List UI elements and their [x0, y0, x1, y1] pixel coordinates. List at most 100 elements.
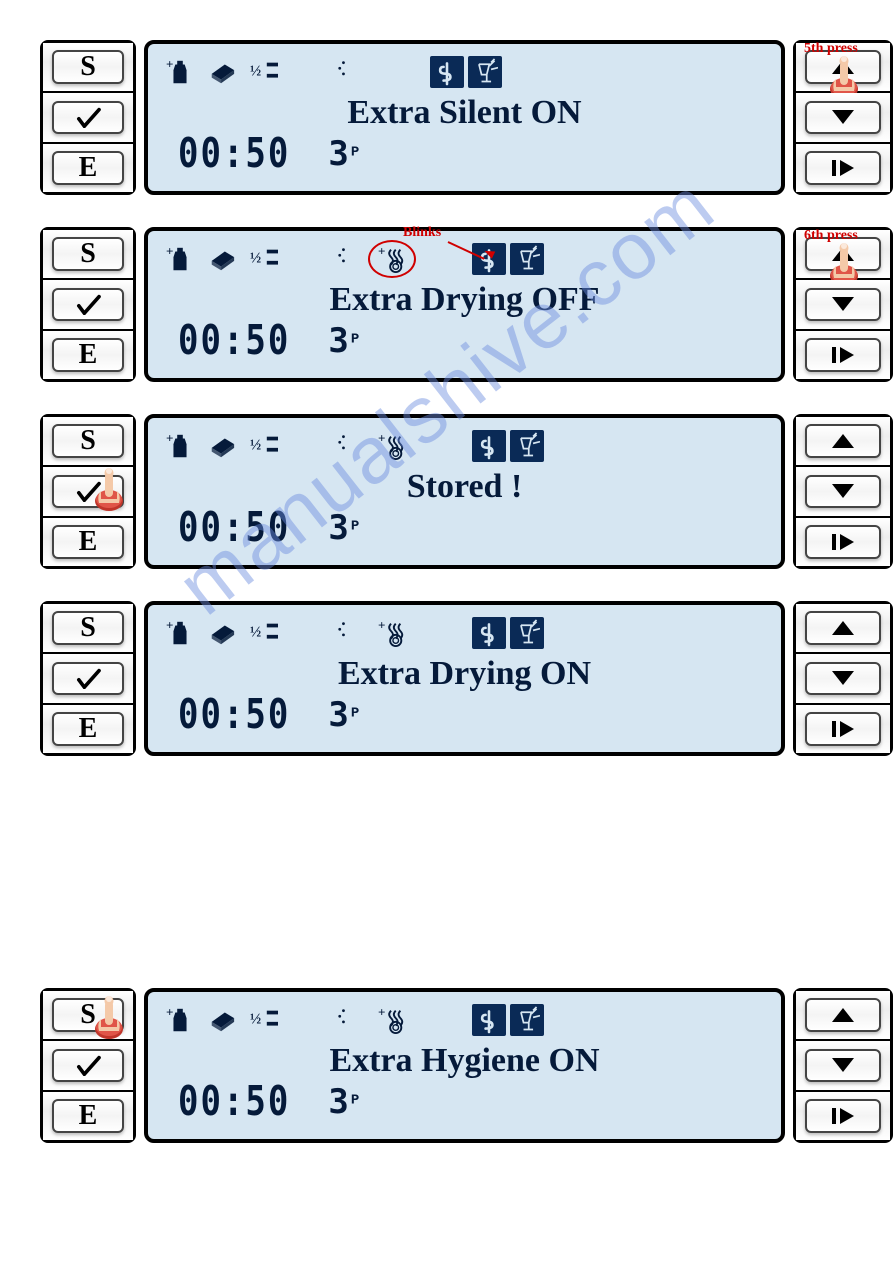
lcd-bottom-row: 00:50 3P [166, 1082, 763, 1122]
up-button[interactable] [796, 604, 890, 654]
play-pause-icon [830, 718, 856, 740]
s-badge-icon [472, 1004, 506, 1036]
control-panel-1: S E Extra Silent ON 00:50 3P 5th press [40, 40, 893, 195]
s-badge-icon [430, 56, 464, 88]
s-badge-icon [472, 617, 506, 649]
check-button[interactable] [43, 654, 133, 704]
right-button-group [793, 414, 893, 569]
up-button[interactable]: 5th press [796, 43, 890, 93]
check-button[interactable] [43, 467, 133, 517]
play-pause-button[interactable] [796, 1092, 890, 1140]
control-panel-5: S E Extra Hygiene ON 00:50 3P [40, 988, 893, 1143]
lcd-icon-row [166, 1002, 763, 1038]
tablet-icon [208, 618, 236, 648]
right-button-group [793, 988, 893, 1143]
e-button[interactable]: E [43, 1092, 133, 1140]
e-button[interactable]: E [43, 705, 133, 753]
bottle-plus-icon [166, 431, 194, 461]
lcd-display: Blinks Extra Drying OFF 00:50 3P [144, 227, 785, 382]
up-arrow-icon [830, 1004, 856, 1026]
up-button[interactable] [796, 991, 890, 1041]
left-button-group: S E [40, 414, 136, 569]
tablet-icon [208, 431, 236, 461]
down-button[interactable] [796, 93, 890, 143]
press-count-label: 6th press [804, 228, 858, 244]
press-count-label: 5th press [804, 41, 858, 57]
lcd-time: 00:50 [178, 691, 290, 739]
lcd-program: 3P [328, 321, 359, 361]
half-load-icon [250, 57, 278, 87]
moon-icon [336, 618, 364, 648]
s-button[interactable]: S [43, 43, 133, 93]
down-button[interactable] [796, 654, 890, 704]
check-icon [75, 667, 101, 689]
lcd-program: 3P [328, 695, 359, 735]
lcd-program: 3P [328, 1082, 359, 1122]
right-button-group [793, 601, 893, 756]
lcd-display: Stored ! 00:50 3P [144, 414, 785, 569]
glass-badge-icon [510, 430, 544, 462]
check-button[interactable] [43, 93, 133, 143]
down-arrow-icon [830, 293, 856, 315]
play-pause-button[interactable] [796, 331, 890, 379]
check-icon [75, 293, 101, 315]
up-arrow-icon [830, 430, 856, 452]
lcd-icon-row [166, 54, 763, 90]
half-load-icon [250, 244, 278, 274]
check-button[interactable] [43, 280, 133, 330]
lcd-icon-row [166, 428, 763, 464]
play-pause-button[interactable] [796, 518, 890, 566]
lcd-time: 00:50 [178, 130, 290, 178]
status-badges [472, 617, 544, 649]
e-button[interactable]: E [43, 331, 133, 379]
status-badges [472, 430, 544, 462]
lcd-time: 00:50 [178, 504, 290, 552]
s-button[interactable]: S [43, 417, 133, 467]
down-arrow-icon [830, 480, 856, 502]
lcd-icon-row [166, 615, 763, 651]
lcd-program: 3P [328, 134, 359, 174]
e-button[interactable]: E [43, 518, 133, 566]
e-button[interactable]: E [43, 144, 133, 192]
right-button-group: 5th press [793, 40, 893, 195]
status-badges [430, 56, 502, 88]
half-load-icon [250, 618, 278, 648]
s-button[interactable]: S [43, 230, 133, 280]
left-button-group: S E [40, 40, 136, 195]
control-panel-4: S E Extra Drying ON 00:50 3P [40, 601, 893, 756]
drying-plus-icon [378, 431, 406, 461]
lcd-main-text: Extra Hygiene ON [166, 1042, 763, 1080]
half-load-icon [250, 1005, 278, 1035]
half-load-icon [250, 431, 278, 461]
play-pause-button[interactable] [796, 705, 890, 753]
right-button-group: 6th press [793, 227, 893, 382]
bottle-plus-icon [166, 57, 194, 87]
lcd-bottom-row: 00:50 3P [166, 695, 763, 735]
s-button[interactable]: S [43, 604, 133, 654]
lcd-main-text: Extra Drying OFF [166, 281, 763, 319]
lcd-bottom-row: 00:50 3P [166, 134, 763, 174]
tablet-icon [208, 57, 236, 87]
play-pause-button[interactable] [796, 144, 890, 192]
play-pause-icon [830, 157, 856, 179]
down-button[interactable] [796, 1041, 890, 1091]
check-icon [75, 480, 101, 502]
down-button[interactable] [796, 280, 890, 330]
up-button[interactable] [796, 417, 890, 467]
moon-icon [336, 244, 364, 274]
lcd-main-text: Extra Silent ON [166, 94, 763, 132]
lcd-display: Extra Hygiene ON 00:50 3P [144, 988, 785, 1143]
moon-icon [336, 431, 364, 461]
lcd-time: 00:50 [178, 317, 290, 365]
s-badge-icon [472, 430, 506, 462]
up-arrow-icon [830, 56, 856, 78]
glass-badge-icon [510, 243, 544, 275]
up-button[interactable]: 6th press [796, 230, 890, 280]
s-button[interactable]: S [43, 991, 133, 1041]
drying-plus-icon [378, 1005, 406, 1035]
lcd-bottom-row: 00:50 3P [166, 321, 763, 361]
down-arrow-icon [830, 106, 856, 128]
lcd-main-text: Stored ! [166, 468, 763, 506]
down-button[interactable] [796, 467, 890, 517]
check-button[interactable] [43, 1041, 133, 1091]
